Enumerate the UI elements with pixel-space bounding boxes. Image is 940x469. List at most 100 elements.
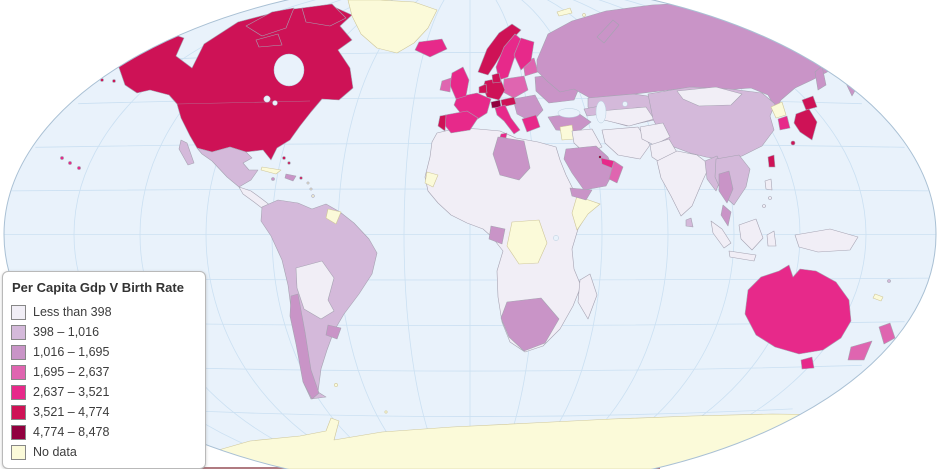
region-south-georgia[interactable] [384, 410, 388, 414]
region-south-africa[interactable] [500, 297, 560, 352]
region-north-america[interactable] [301, 3, 347, 27]
region-north-america[interactable] [116, 4, 354, 161]
region-falklands[interactable] [334, 383, 338, 387]
region-greece[interactable] [521, 114, 541, 133]
map-outline [3, 0, 937, 469]
region-mexico[interactable] [196, 146, 259, 188]
region-aleutians[interactable] [861, 80, 865, 84]
region-cuba[interactable] [260, 166, 282, 175]
region-aleutians[interactable] [876, 84, 880, 88]
region-greenland[interactable] [347, 0, 438, 54]
region-french-guiana[interactable] [325, 208, 342, 225]
region-philippines[interactable] [768, 196, 772, 200]
aral-sea [622, 101, 628, 107]
region-japan[interactable] [793, 108, 818, 141]
region-indonesia[interactable] [710, 220, 732, 249]
region-philippines[interactable] [764, 178, 773, 191]
region-sakhalin[interactable] [814, 65, 827, 91]
region-yemen[interactable] [569, 187, 593, 201]
region-madagascar[interactable] [577, 273, 598, 320]
region-philippines[interactable] [762, 204, 766, 208]
region-indonesia[interactable] [766, 230, 777, 247]
region-hawaii[interactable] [60, 156, 64, 160]
region-lesser-antilles[interactable] [306, 181, 310, 185]
region-aleutians[interactable] [88, 81, 92, 85]
region-finland[interactable] [513, 37, 535, 71]
region-gabon[interactable] [488, 225, 506, 245]
legend-swatch [11, 344, 26, 360]
legend-swatch [11, 384, 26, 400]
region-drc[interactable] [506, 219, 548, 265]
legend-swatch [11, 324, 26, 340]
region-thailand[interactable] [718, 170, 734, 204]
legend-label: 3,521 – 4,774 [33, 405, 110, 419]
region-libya[interactable] [492, 136, 531, 181]
region-japan[interactable] [790, 140, 796, 146]
region-australia[interactable] [744, 264, 852, 355]
caspian-sea [595, 100, 607, 124]
region-north-america[interactable] [255, 33, 283, 48]
region-iceland[interactable] [414, 38, 448, 58]
region-new-zealand[interactable] [878, 322, 896, 345]
legend-item: 4,774 – 8,478 [11, 422, 197, 442]
region-sri-lanka[interactable] [685, 217, 694, 228]
legend-item: 2,637 – 3,521 [11, 382, 197, 402]
region-chile[interactable] [289, 293, 320, 400]
region-western-sahara[interactable] [424, 171, 439, 188]
region-mexico[interactable] [178, 139, 195, 166]
region-hawaii[interactable] [77, 166, 81, 170]
region-tasmania[interactable] [800, 356, 815, 370]
region-hawaii[interactable] [68, 161, 72, 165]
region-malaysia[interactable] [720, 204, 732, 227]
region-portugal[interactable] [437, 114, 447, 132]
region-svalbard[interactable] [556, 7, 573, 17]
region-svalbard[interactable] [582, 13, 586, 17]
region-aleutians[interactable] [112, 79, 116, 83]
region-aleutians[interactable] [76, 84, 80, 88]
region-aleutians[interactable] [846, 76, 850, 80]
region-south-korea[interactable] [777, 115, 791, 131]
region-uae[interactable] [600, 157, 615, 169]
legend-item: Less than 398 [11, 302, 197, 322]
region-austria[interactable] [500, 96, 517, 108]
great-lakes [272, 100, 278, 106]
region-india[interactable] [656, 150, 711, 217]
region-indonesia[interactable] [728, 250, 757, 262]
region-norway[interactable] [477, 23, 522, 76]
region-sicily[interactable] [499, 132, 508, 139]
region-fiji[interactable] [887, 279, 891, 283]
region-new-guinea[interactable] [794, 228, 859, 253]
region-iran[interactable] [601, 126, 651, 160]
region-bahamas[interactable] [287, 161, 291, 165]
region-italy[interactable] [494, 104, 521, 135]
region-trinidad[interactable] [311, 194, 315, 198]
region-jamaica[interactable] [271, 177, 275, 181]
region-north-america[interactable] [245, 7, 295, 37]
legend-item: 398 – 1,016 [11, 322, 197, 342]
legend-label: 1,695 – 2,637 [33, 365, 110, 379]
region-new-zealand[interactable] [847, 340, 873, 361]
region-benelux[interactable] [478, 83, 488, 94]
region-ireland[interactable] [439, 77, 452, 93]
legend-title: Per Capita Gdp V Birth Rate [12, 280, 184, 295]
region-somalia[interactable] [571, 195, 601, 231]
region-syria[interactable] [559, 124, 575, 141]
region-novaya-zemlya[interactable] [596, 19, 620, 44]
region-qatar[interactable] [598, 155, 602, 159]
region-bahamas[interactable] [282, 156, 286, 160]
legend-item: No data [11, 442, 197, 462]
region-indonesia[interactable] [738, 218, 764, 251]
region-denmark[interactable] [491, 72, 502, 84]
region-north-korea[interactable] [770, 101, 787, 119]
region-hispaniola[interactable] [284, 173, 297, 182]
region-japan[interactable] [801, 95, 818, 111]
legend-swatch [11, 404, 26, 420]
region-taiwan[interactable] [767, 154, 776, 168]
region-mongolia[interactable] [676, 86, 743, 107]
region-bolivia-paraguay[interactable] [295, 260, 335, 320]
legend-item: 3,521 – 4,774 [11, 402, 197, 422]
region-new-caledonia[interactable] [872, 293, 884, 302]
region-lesser-antilles[interactable] [309, 187, 313, 191]
region-puerto-rico[interactable] [299, 176, 303, 180]
region-uruguay[interactable] [325, 324, 342, 340]
